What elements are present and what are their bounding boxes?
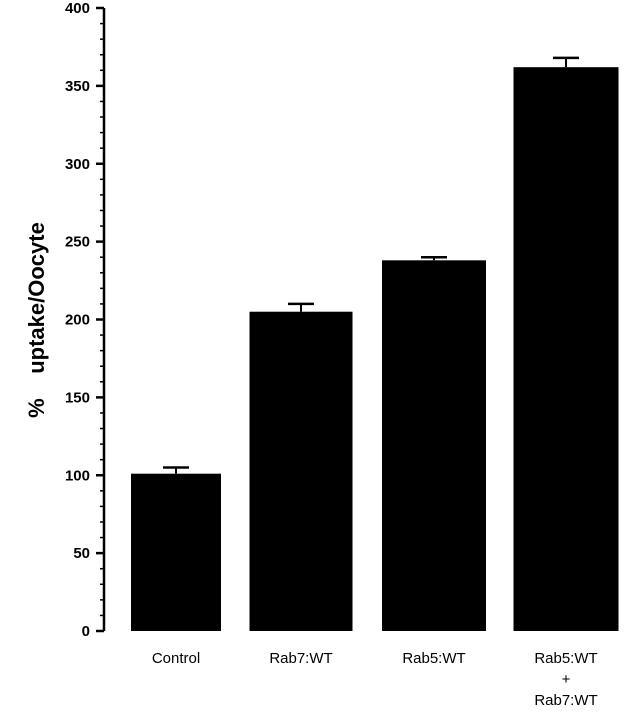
- bar: [131, 473, 221, 631]
- y-tick-label: 150: [65, 389, 90, 406]
- y-tick-label: 50: [73, 545, 90, 562]
- x-tick-label: Control: [152, 650, 200, 667]
- bar: [382, 260, 486, 631]
- x-tick-label: Rab7:WT: [269, 650, 332, 667]
- x-tick-label: Rab5:WT: [534, 650, 597, 667]
- x-tick-label: Rab7:WT: [534, 692, 597, 709]
- x-tick-label: Rab5:WT: [402, 650, 465, 667]
- y-tick-label: 0: [82, 623, 90, 640]
- y-axis-label: % uptake/Oocyte: [24, 222, 49, 418]
- y-tick-label: 400: [65, 0, 90, 17]
- y-tick-label: 300: [65, 156, 90, 173]
- x-tick-label: +: [562, 671, 571, 688]
- bar: [513, 67, 619, 631]
- y-tick-label: 200: [65, 312, 90, 329]
- y-tick-label: 100: [65, 467, 90, 484]
- y-tick-label: 250: [65, 234, 90, 251]
- y-tick-label: 350: [65, 78, 90, 95]
- bar: [249, 311, 353, 631]
